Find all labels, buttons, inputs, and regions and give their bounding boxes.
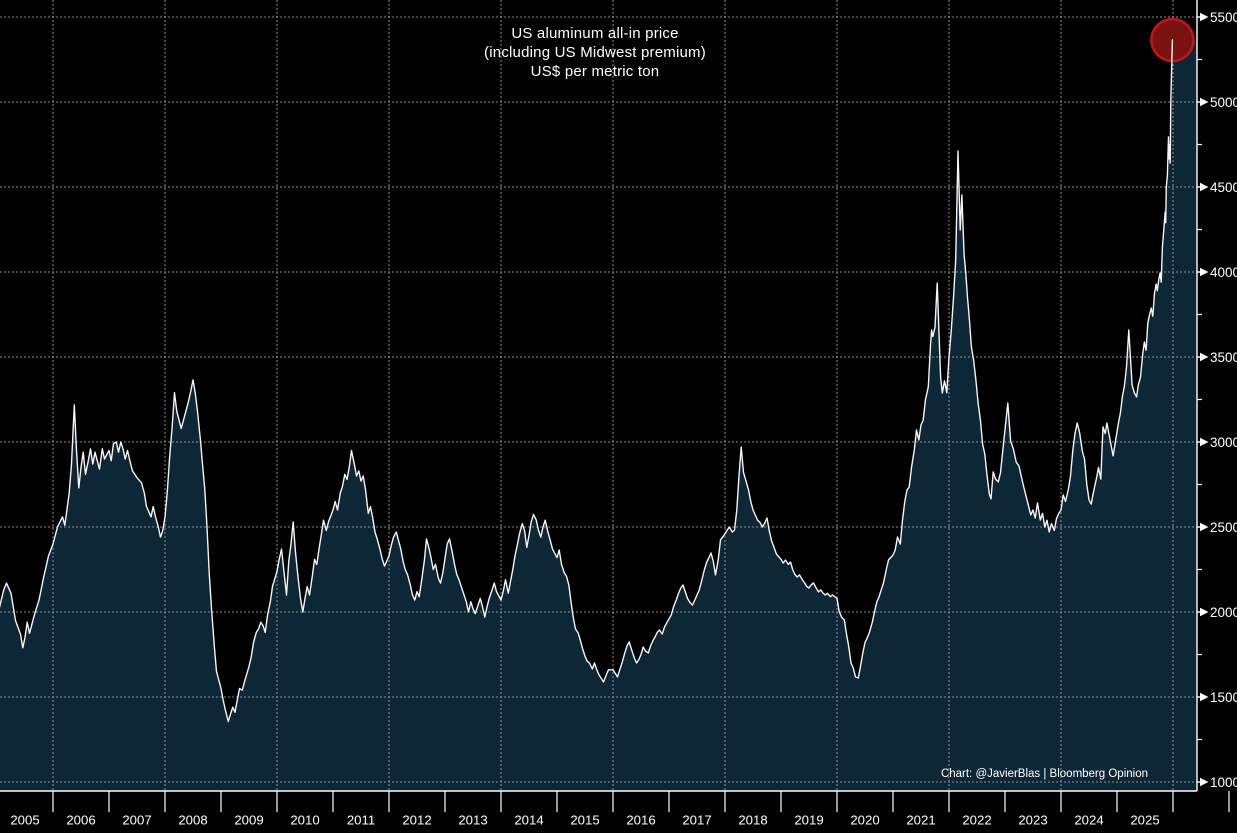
attribution: Chart: @JavierBlas | Bloomberg Opinion [940,768,1148,780]
y-tick-label: 3000 [1210,435,1237,450]
x-tick-label-2015: 2015 [570,813,599,828]
chart-title-line-3: US$ per metric ton [530,63,660,80]
x-tick-label-2008: 2008 [178,813,207,828]
x-tick-label-2021: 2021 [906,813,935,828]
chart-title: US aluminum all-in price (including US M… [0,24,1190,81]
y-tick-arrow-icon [1200,352,1209,362]
y-axis-labels: 1000 1500 2000 2500 3000 3500 4000 4500 5000 5500 [1197,10,1237,790]
x-tick-label-2018: 2018 [738,813,767,828]
y-tick-arrow-icon [1200,777,1209,787]
y-tick-arrow-icon [1200,607,1209,617]
x-tick-label-2016: 2016 [626,813,655,828]
x-tick-label-2007: 2007 [122,813,151,828]
x-tick-label-2010: 2010 [290,813,319,828]
y-tick-label: 3500 [1210,350,1237,365]
y-tick-arrow-icon [1200,97,1209,107]
y-tick-arrow-icon [1200,692,1209,702]
x-tick-label-2023: 2023 [1018,813,1047,828]
x-tick-label-2024: 2024 [1074,813,1103,828]
x-tick-label-2020: 2020 [850,813,879,828]
x-tick-label-2009: 2009 [234,813,263,828]
y-tick-arrow-icon [1200,522,1209,532]
y-tick-label: 4500 [1210,180,1237,195]
y-tick-label: 5000 [1210,95,1237,110]
x-tick-label-2019: 2019 [794,813,823,828]
x-tick-label-2005: 2005 [10,813,39,828]
y-tick-arrow-icon [1200,267,1209,277]
x-tick-label-2017: 2017 [682,813,711,828]
x-tick-label-2006: 2006 [66,813,95,828]
price-line [0,39,1174,723]
gridlines [0,0,1197,791]
x-tick-label-2014: 2014 [514,813,543,828]
x-tick-label-2025: 2025 [1130,813,1159,828]
y-tick-label: 4000 [1210,265,1237,280]
y-tick-label: 2000 [1210,605,1237,620]
y-tick-arrow-icon [1200,12,1209,22]
x-axis-labels: 2005 2006 2007 2008 2009 2010 2011 2012 2013 2014… [10,791,1230,828]
y-tick-label: 2500 [1210,520,1237,535]
y-tick-arrow-icon [1200,437,1209,447]
y-tick-label: 1000 [1210,775,1237,790]
x-tick-label-2013: 2013 [458,813,487,828]
chart-title-line-1: US aluminum all-in price [511,25,679,42]
x-tick-label-2022: 2022 [962,813,991,828]
x-tick-label-2012: 2012 [402,813,431,828]
x-tick-label-2011: 2011 [347,813,375,828]
chart-title-line-2: (including US Midwest premium) [484,44,706,61]
price-area-fill [0,40,1197,791]
y-tick-label: 5500 [1210,10,1237,25]
y-tick-label: 1500 [1210,690,1237,705]
y-tick-arrow-icon [1200,182,1209,192]
